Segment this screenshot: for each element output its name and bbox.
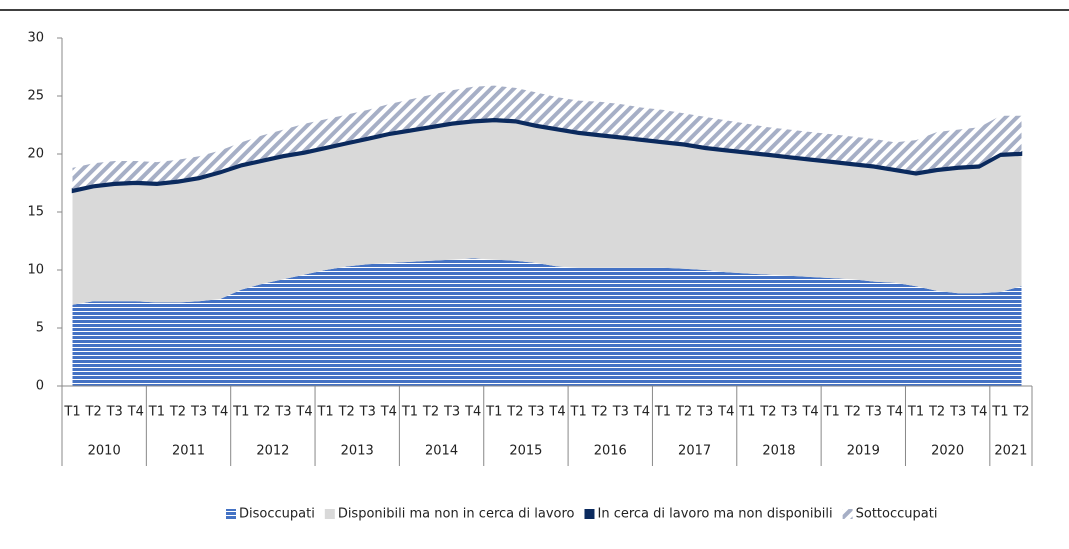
x-tick-label: T3 — [106, 405, 123, 420]
x-tick-label: T4 — [464, 405, 481, 420]
legend-item: Disponibili ma non in cerca di lavoro — [324, 507, 575, 522]
legend-label: Disoccupati — [239, 507, 315, 522]
x-tick-label: T2 — [169, 405, 186, 420]
x-tick-label: T2 — [1012, 405, 1029, 420]
year-label: 2017 — [678, 444, 711, 459]
year-label: 2013 — [341, 444, 374, 459]
y-tick-label: 15 — [27, 205, 44, 220]
x-tick-label: T2 — [591, 405, 608, 420]
y-tick-label: 0 — [36, 379, 44, 394]
y-tick-label: 10 — [27, 263, 44, 278]
x-tick-label: T2 — [928, 405, 945, 420]
x-tick-label: T4 — [127, 405, 144, 420]
x-tick-label: T4 — [380, 405, 397, 420]
year-label: 2018 — [762, 444, 795, 459]
area — [72, 121, 1022, 305]
x-tick-label: T1 — [570, 405, 587, 420]
x-tick-label: T4 — [970, 405, 987, 420]
legend-swatch — [842, 509, 853, 519]
x-tick-label: T2 — [253, 405, 270, 420]
x-tick-label: T4 — [801, 405, 818, 420]
x-tick-label: T3 — [190, 405, 207, 420]
x-tick-label: T2 — [422, 405, 439, 420]
y-tick-label: 20 — [27, 147, 44, 162]
y-tick-label: 5 — [36, 321, 44, 336]
x-tick-label: T2 — [506, 405, 523, 420]
year-label: 2019 — [847, 444, 880, 459]
legend-swatch — [584, 509, 595, 519]
x-tick-label: T3 — [527, 405, 544, 420]
x-tick-label: T2 — [675, 405, 692, 420]
legend-swatch — [324, 509, 335, 519]
x-tick-label: T1 — [401, 405, 418, 420]
x-tick-label: T1 — [232, 405, 249, 420]
x-tick-label: T4 — [211, 405, 228, 420]
area — [72, 85, 1022, 189]
x-tick-label: T4 — [717, 405, 734, 420]
year-label: 2016 — [594, 444, 627, 459]
y-tick-label: 30 — [27, 31, 44, 46]
x-tick-label: T3 — [443, 405, 460, 420]
x-tick-label: T4 — [633, 405, 650, 420]
x-tick-label: T1 — [316, 405, 333, 420]
legend-label: In cerca di lavoro ma non disponibili — [597, 507, 832, 522]
year-label: 2012 — [256, 444, 289, 459]
x-tick-label: T2 — [338, 405, 355, 420]
x-tick-label: T1 — [63, 405, 80, 420]
year-label: 2010 — [88, 444, 121, 459]
x-tick-label: T4 — [886, 405, 903, 420]
y-tick-label: 25 — [27, 89, 44, 104]
year-label: 2015 — [509, 444, 542, 459]
x-tick-label: T1 — [823, 405, 840, 420]
x-tick-label: T2 — [85, 405, 102, 420]
area — [72, 258, 1022, 386]
year-label: 2011 — [172, 444, 205, 459]
x-tick-label: T3 — [274, 405, 291, 420]
x-tick-label: T1 — [654, 405, 671, 420]
x-tick-label: T3 — [780, 405, 797, 420]
legend-item: In cerca di lavoro ma non disponibili — [584, 507, 833, 522]
x-tick-label: T4 — [295, 405, 312, 420]
x-tick-label: T1 — [148, 405, 165, 420]
x-tick-label: T3 — [359, 405, 376, 420]
year-label: 2021 — [994, 444, 1027, 459]
x-tick-label: T1 — [485, 405, 502, 420]
legend-item: Disoccupati — [226, 507, 315, 522]
x-tick-label: T3 — [696, 405, 713, 420]
x-tick-label: T3 — [865, 405, 882, 420]
x-tick-label: T1 — [907, 405, 924, 420]
legend-label: Sottoccupati — [856, 507, 938, 522]
x-tick-label: T4 — [548, 405, 565, 420]
legend-item: Sottoccupati — [842, 507, 938, 522]
x-tick-label: T2 — [844, 405, 861, 420]
x-tick-label: T3 — [949, 405, 966, 420]
x-tick-label: T1 — [991, 405, 1008, 420]
x-tick-label: T1 — [738, 405, 755, 420]
x-tick-label: T2 — [759, 405, 776, 420]
year-label: 2020 — [931, 444, 964, 459]
year-label: 2014 — [425, 444, 458, 459]
x-tick-label: T3 — [612, 405, 629, 420]
legend-swatch — [226, 509, 236, 519]
legend-label: Disponibili ma non in cerca di lavoro — [338, 507, 575, 522]
